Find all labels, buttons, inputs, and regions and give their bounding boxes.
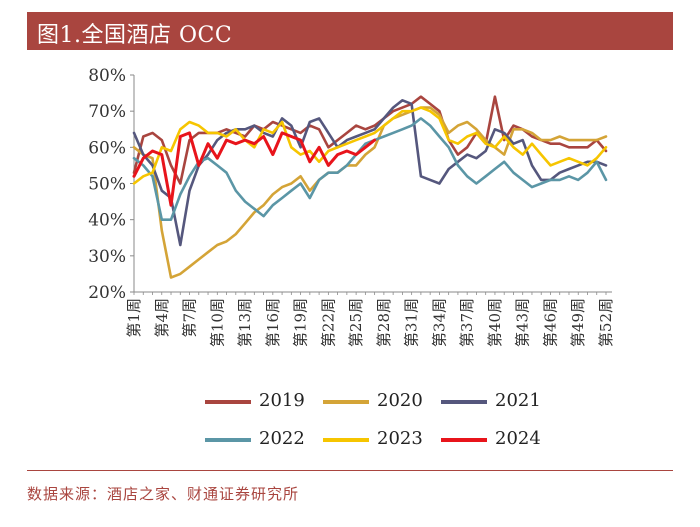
- legend-label: 2019: [259, 390, 305, 411]
- legend-swatch: [441, 400, 487, 404]
- y-tick-label: 80%: [88, 66, 126, 86]
- series-line-2021: [132, 99, 608, 247]
- x-tick-label: 第22周: [319, 298, 337, 347]
- legend-swatch: [323, 400, 369, 404]
- series-line-2024: [132, 131, 377, 207]
- chart-legend: 2019 2020 2021 2022 2023 2024: [205, 390, 541, 460]
- x-tick-label: 第16周: [264, 298, 282, 347]
- series-line-2020: [132, 106, 608, 279]
- x-tick-label: 第28周: [375, 298, 393, 347]
- x-tick-label: 第7周: [181, 298, 199, 338]
- x-tick-label: 第49周: [569, 298, 587, 347]
- series-line-2023: [132, 106, 608, 185]
- legend-label: 2024: [495, 428, 541, 449]
- x-tick-label: 第19周: [292, 298, 310, 347]
- chart-title: 图1.全国酒店 OCC: [37, 23, 233, 48]
- x-tick-label: 第10周: [208, 298, 226, 347]
- x-tick-label: 第40周: [486, 298, 504, 347]
- legend-label: 2023: [377, 428, 423, 449]
- y-tick-label: 20%: [88, 283, 126, 303]
- title-bar: 图1.全国酒店 OCC: [27, 12, 673, 50]
- y-tick-label: 40%: [88, 211, 126, 231]
- legend-label: 2022: [259, 428, 305, 449]
- x-tick-label: 第1周: [125, 298, 143, 338]
- legend-swatch: [205, 400, 251, 404]
- x-tick-label: 第52周: [597, 298, 615, 347]
- y-tick-label: 50%: [88, 175, 126, 195]
- y-tick-labels: 20% 30% 40% 50% 60% 70% 80%: [88, 66, 126, 303]
- legend-label: 2020: [377, 390, 423, 411]
- x-tick-label: 第4周: [153, 298, 171, 338]
- x-tick-label: 第43周: [514, 298, 532, 347]
- footer-divider: [27, 470, 673, 471]
- x-tick-label: 第34周: [430, 298, 448, 347]
- line-chart: 20%30%40%50%60%70%80% 第1周 第4周 第7周 第10周 第13周第…: [88, 66, 615, 347]
- y-tick-label: 70%: [88, 102, 126, 122]
- x-tick-label: 第31周: [403, 298, 421, 347]
- x-tick-label: 第46周: [541, 298, 559, 347]
- legend-swatch: [205, 438, 251, 442]
- x-tick-label: 第25周: [347, 298, 365, 347]
- y-tick-label: 30%: [88, 247, 126, 267]
- source-note: 数据来源：酒店之家、财通证券研究所: [27, 485, 300, 503]
- x-tick-label: 第37周: [458, 298, 476, 347]
- x-tick-label: 第13周: [236, 298, 254, 347]
- legend-swatch: [323, 438, 369, 442]
- legend-swatch: [441, 438, 487, 442]
- x-tick-labels: 第1周 第4周 第7周 第10周 第13周 第16周 第19周 第22周 第25周 第28周 第31…: [125, 298, 615, 347]
- series-lines: [132, 95, 608, 279]
- y-tick-label: 60%: [88, 138, 126, 158]
- legend-label: 2021: [495, 390, 541, 411]
